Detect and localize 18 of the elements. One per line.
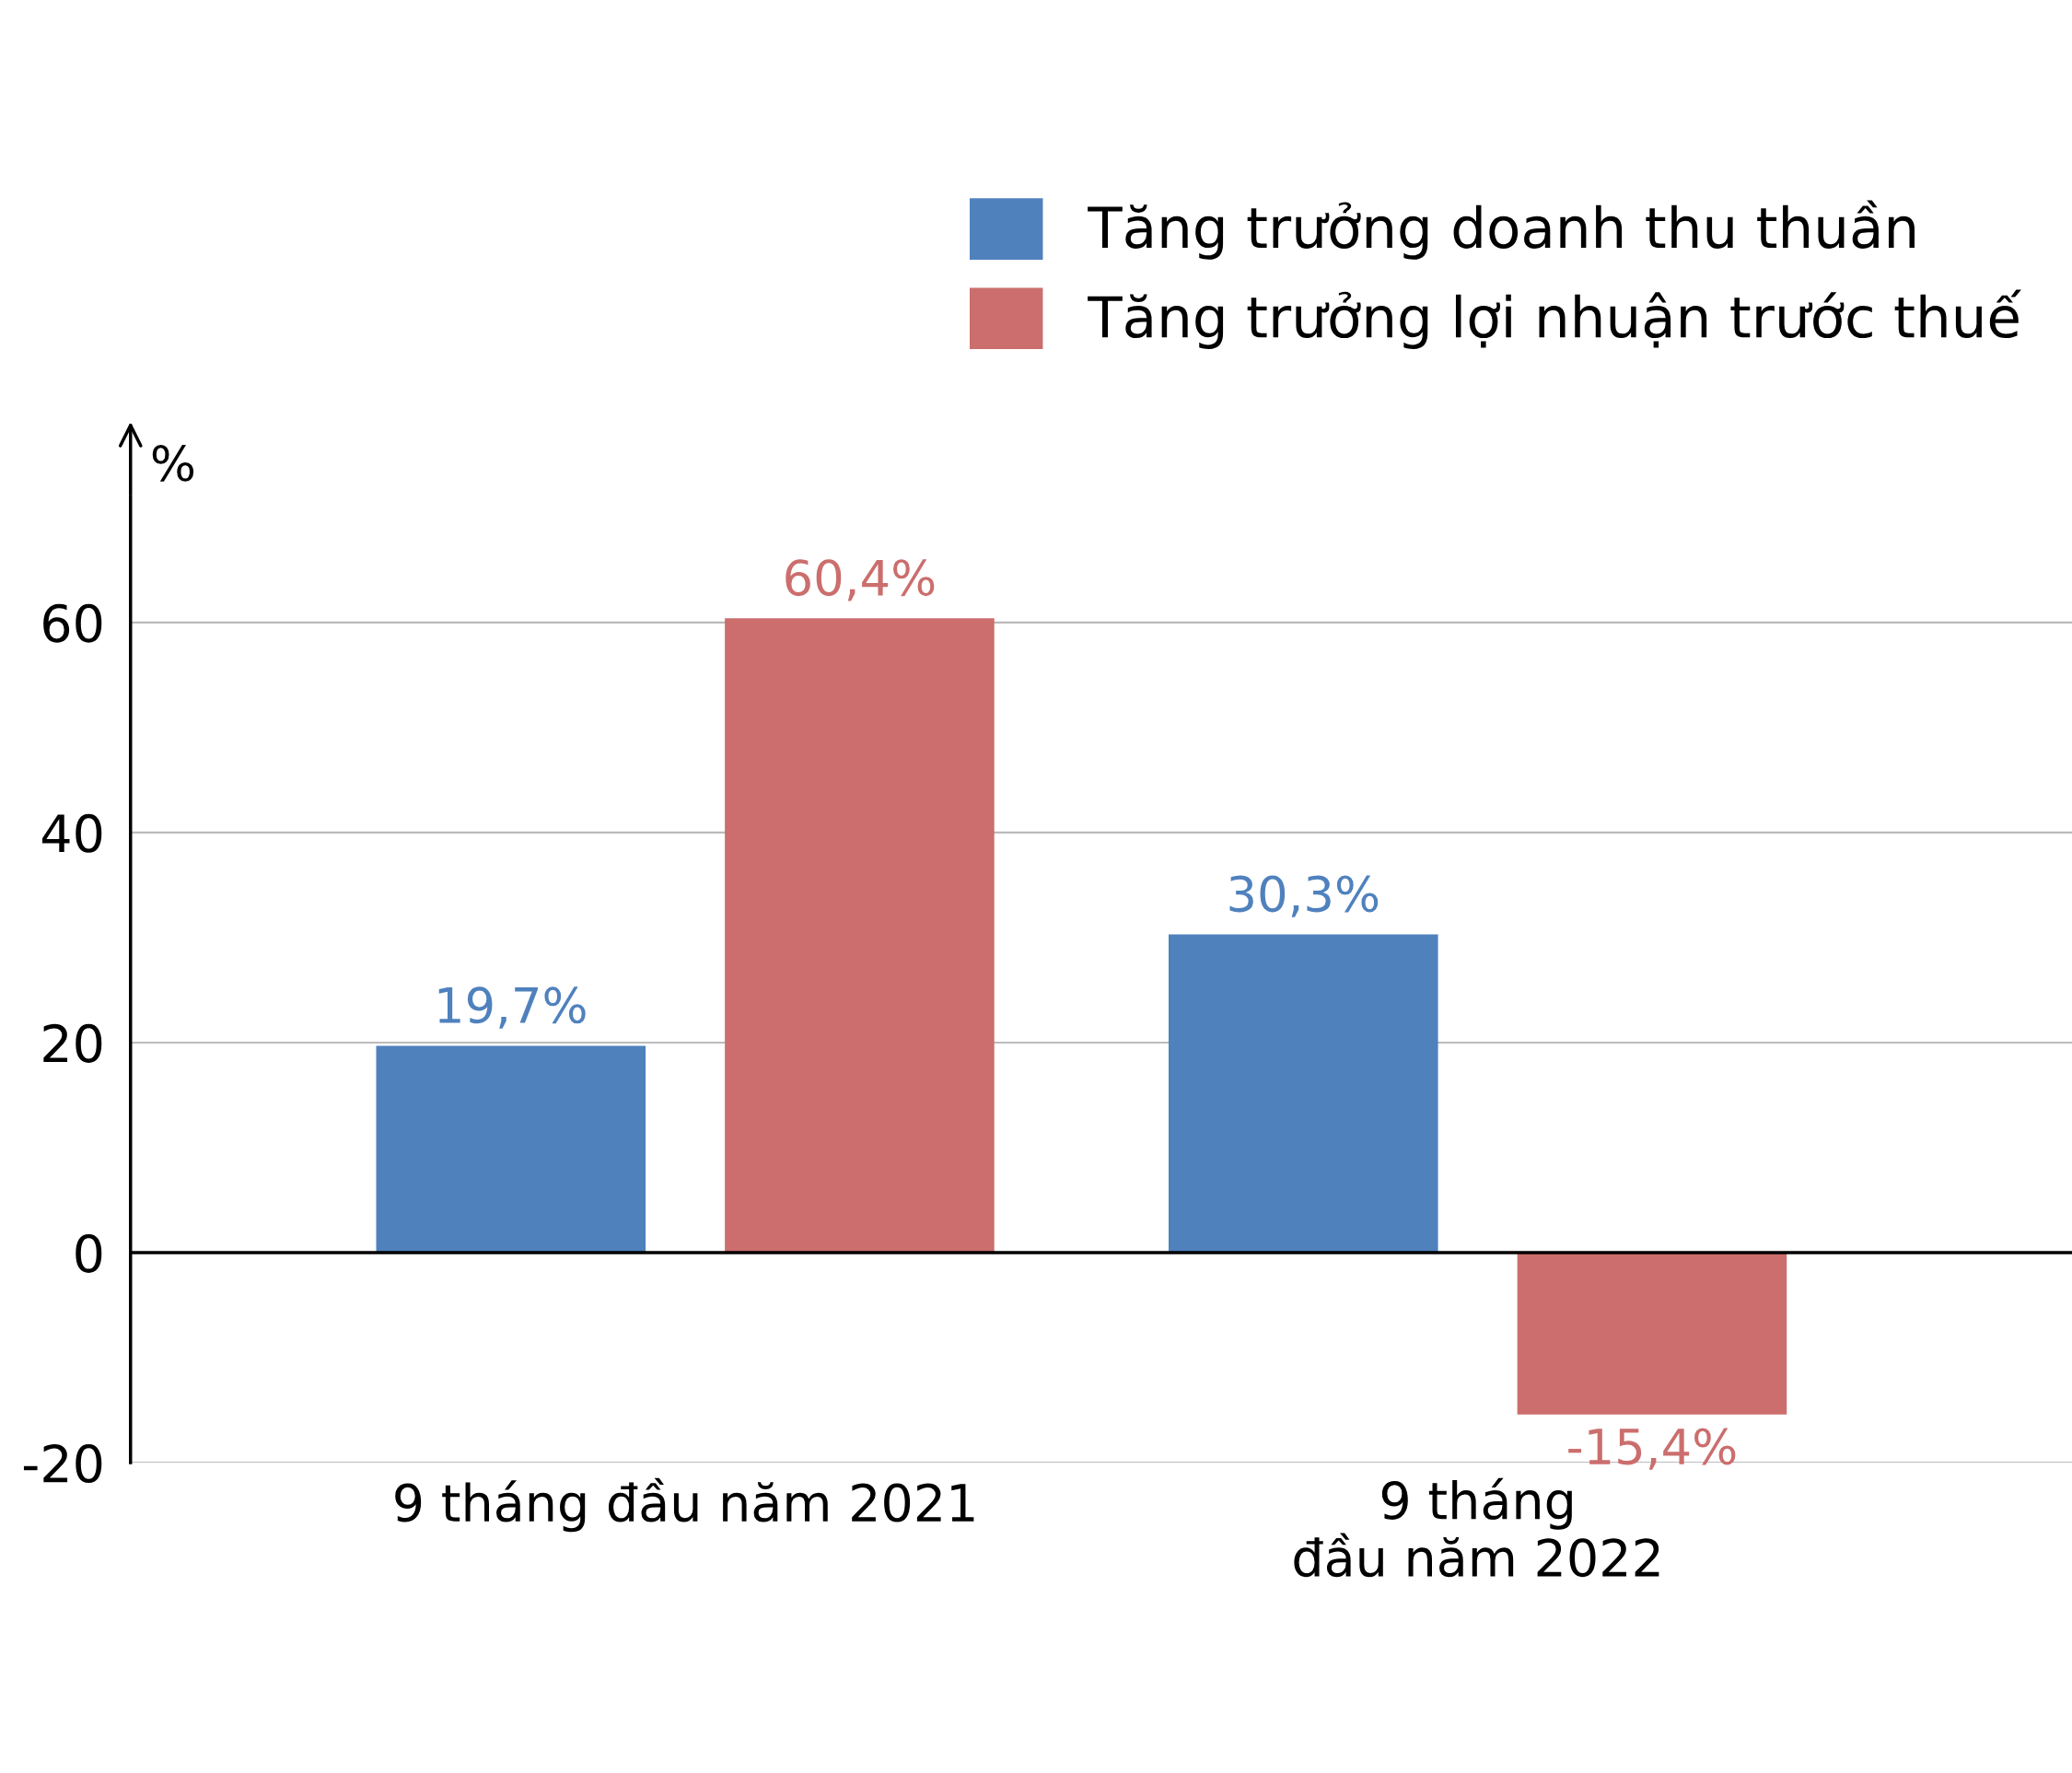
x-tick-label: 9 tháng đầu năm 2021 xyxy=(395,1477,974,1533)
legend-label: Tăng trưởng lợi nhuận trước thuế xyxy=(1088,289,2021,349)
bar xyxy=(1517,1253,1787,1415)
y-tick-label: -20 xyxy=(23,1444,102,1484)
data-label: 60,4% xyxy=(786,559,935,601)
data-label: 19,7% xyxy=(438,986,586,1029)
y-tick-label: 20 xyxy=(43,1023,102,1063)
y-tick-label: 60 xyxy=(43,603,102,643)
bar xyxy=(1169,934,1438,1254)
legend-label: Tăng trưởng doanh thu thuần xyxy=(1088,200,1915,260)
bar xyxy=(725,618,995,1254)
bar xyxy=(376,1045,646,1254)
y-tick-label: 40 xyxy=(41,813,102,853)
data-label: 30,3% xyxy=(1229,875,1379,917)
x-tick-label: 9 tháng đầu năm 2022 xyxy=(1294,1477,1659,1578)
y-axis-title: % xyxy=(152,444,194,482)
data-label: -15,4% xyxy=(1568,1428,1736,1470)
y-tick-label: 0 xyxy=(76,1233,102,1273)
